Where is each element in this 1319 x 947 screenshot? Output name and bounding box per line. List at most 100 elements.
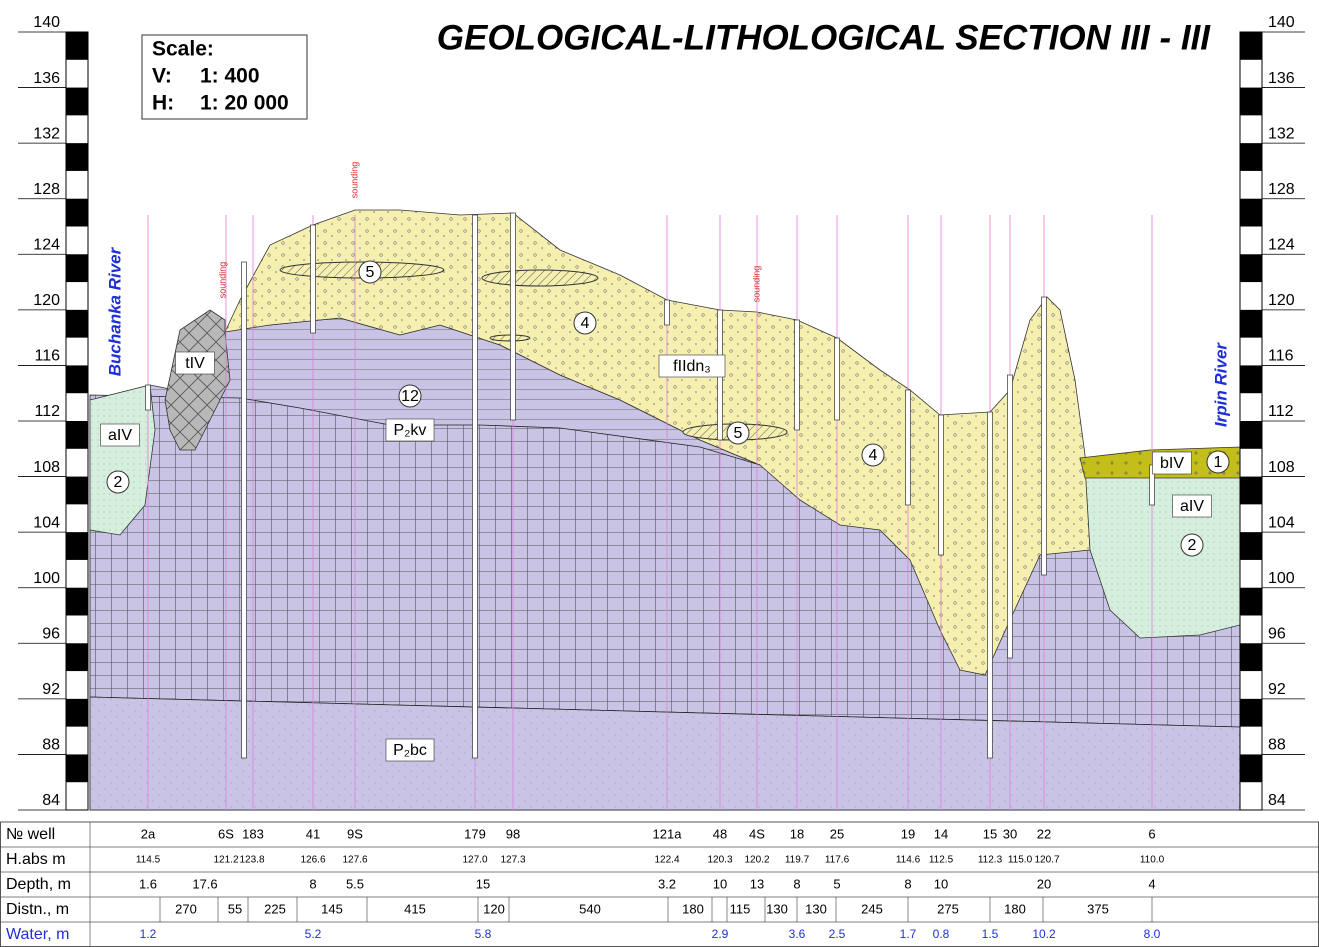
tick-label: 140: [33, 14, 60, 31]
tick-label: 120: [33, 292, 60, 309]
tick-label: 136: [1268, 70, 1295, 87]
table-cell: 14: [934, 826, 948, 841]
table-cell: 112.5: [929, 855, 954, 866]
tick-label: 128: [33, 181, 60, 198]
table-cell: 180: [1004, 901, 1026, 916]
ruler-block: [66, 143, 88, 171]
tick-label: 88: [42, 737, 60, 754]
title: GEOLOGICAL-LITHOLOGICAL SECTION III - II…: [437, 18, 1212, 57]
ruler-block: [1240, 310, 1262, 338]
well-bore: [939, 415, 944, 555]
table-cell: 8: [309, 876, 316, 891]
ruler-block: [1240, 754, 1262, 782]
table-cell: 127.3: [500, 855, 525, 866]
table-cell: 25: [830, 826, 844, 841]
table-cell: 120.7: [1034, 855, 1059, 866]
table-cell: 2a: [141, 826, 156, 841]
layer-label: fIIdn₃: [673, 358, 711, 375]
well-bore: [511, 213, 516, 420]
table-cell: 225: [264, 901, 286, 916]
table-cell: 540: [579, 901, 601, 916]
table-cell: 5.8: [475, 927, 492, 941]
ruler-block: [66, 588, 88, 616]
row-header: Distn., m: [6, 901, 69, 918]
ruler-block: [66, 199, 88, 227]
tick-label: 96: [42, 626, 60, 643]
table-cell: 4S: [749, 826, 765, 841]
layer-label: bIV: [1160, 455, 1184, 472]
table-cell: 121.2: [213, 855, 238, 866]
table-cell: 110.0: [1140, 855, 1165, 866]
tick-label: 92: [42, 681, 60, 698]
tick-label: 108: [33, 459, 60, 476]
table-cell: 114.6: [896, 855, 921, 866]
ruler-block: [1240, 532, 1262, 560]
table-cell: 55: [228, 901, 242, 916]
well-bore: [146, 385, 151, 410]
lens: [482, 270, 598, 286]
tick-label: 92: [1268, 681, 1286, 698]
ruler-block: [1240, 254, 1262, 282]
row-header: № well: [6, 826, 55, 843]
table-cell: 179: [464, 826, 486, 841]
ruler-block: [66, 532, 88, 560]
ruler-block: [1240, 699, 1262, 727]
section-diagram: 5544fIIdn₃12P₂kvP₂bcaIV2tIVbIV1aIV2 Scal…: [0, 0, 1319, 947]
table-cell: 127.6: [342, 855, 367, 866]
layer-label: aIV: [1180, 498, 1204, 515]
table-cell: 115.0: [1008, 855, 1033, 866]
page: { "title": "GEOLOGICAL-LITHOLOGICAL SECT…: [0, 0, 1319, 947]
tick-label: 104: [1268, 514, 1295, 531]
well-bore: [665, 300, 670, 325]
well-bore: [242, 262, 247, 758]
tick-label: 100: [1268, 570, 1295, 587]
table-cell: 1.2: [140, 927, 157, 941]
table-cell: 127.0: [462, 855, 487, 866]
tick-label: 128: [1268, 181, 1295, 198]
tick-label: 132: [33, 125, 60, 142]
table-cell: 5: [833, 876, 840, 891]
well-bore: [988, 412, 993, 758]
tick-label: 112: [1268, 403, 1294, 420]
table-cell: 130: [805, 901, 827, 916]
table-cell: 270: [175, 901, 197, 916]
row-header: Water, m: [6, 926, 69, 943]
table-cell: 22: [1037, 826, 1051, 841]
layer-label: 5: [734, 425, 743, 442]
well-bore: [1042, 297, 1047, 575]
table-cell: 15: [983, 826, 997, 841]
scale-label: H:: [152, 92, 174, 115]
table-cell: 8.0: [1144, 927, 1161, 941]
ruler-block: [66, 254, 88, 282]
table-cell: 126.6: [300, 855, 325, 866]
layer-label: tIV: [185, 355, 205, 372]
tick-label: 100: [33, 570, 60, 587]
table-cell: 30: [1003, 826, 1017, 841]
tick-label: 136: [33, 70, 60, 87]
tick-label: 116: [1268, 348, 1294, 365]
scale-value: 1: 400: [200, 65, 260, 88]
table-cell: 8: [793, 876, 800, 891]
ruler-block: [1240, 88, 1262, 116]
table-cell: 180: [682, 901, 704, 916]
sounding-label: sounding: [349, 162, 359, 199]
ruler-block: [66, 699, 88, 727]
table-cell: 2.5: [829, 927, 846, 941]
table-cell: 121a: [653, 826, 683, 841]
table-cell: 115: [730, 901, 751, 916]
table-cell: 20: [1037, 876, 1051, 891]
layer-label: 2: [1188, 537, 1197, 554]
tick-label: 124: [1268, 237, 1295, 254]
table-cell: 122.4: [654, 855, 679, 866]
ruler-block: [66, 310, 88, 338]
tick-label: 124: [33, 237, 60, 254]
table-cell: 3.6: [789, 927, 806, 941]
table-cell: 123.8: [239, 855, 264, 866]
table-cell: 8: [904, 876, 911, 891]
table-cell: 1.5: [982, 927, 999, 941]
table-cell: 5.2: [305, 927, 322, 941]
ruler-block: [66, 365, 88, 393]
table-cell: 5.5: [346, 876, 364, 891]
table-cell: 114.5: [136, 855, 161, 866]
